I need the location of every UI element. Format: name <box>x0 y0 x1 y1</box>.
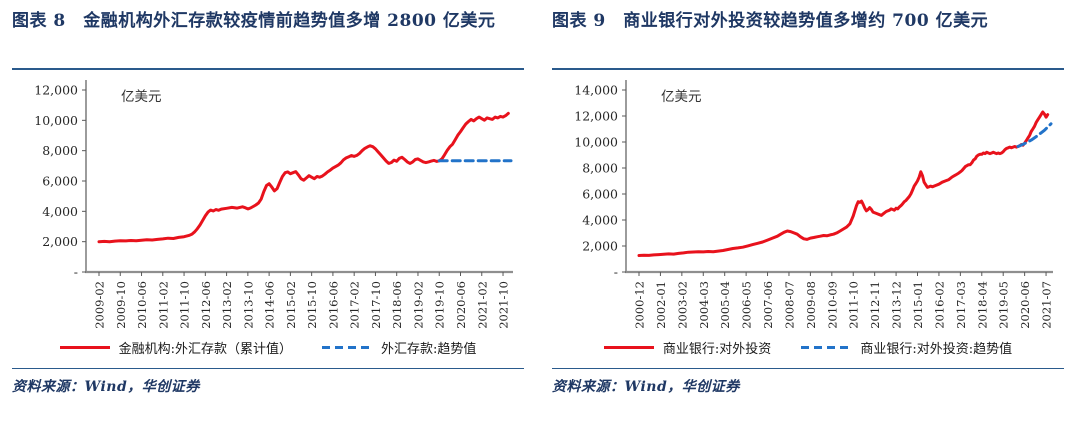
y-tick-label: 6,000 <box>42 174 78 189</box>
x-tick-label: 2008-07 <box>782 281 796 329</box>
dashed-line-swatch <box>801 345 852 349</box>
x-tick-label: 2021-07 <box>1040 281 1054 329</box>
x-tick-label: 2015-01 <box>911 281 925 329</box>
x-tick-label: 2016-02 <box>932 281 946 329</box>
x-tick-label: 2006-05 <box>740 281 754 329</box>
axis-unit-label: 亿美元 <box>661 89 702 105</box>
x-tick-label: 2010-09 <box>825 281 839 329</box>
x-tick-label: 2016-06 <box>326 281 340 329</box>
y-tick-label: 6,000 <box>582 187 618 202</box>
chart-panel-left: 图表 8 金融机构外汇存款较疫情前趋势值多增 2800 亿美元 12,000 10… <box>12 11 524 395</box>
chart-title: 图表 8 金融机构外汇存款较疫情前趋势值多增 2800 亿美元 <box>12 11 496 31</box>
x-tick-label: 2004-03 <box>697 281 711 329</box>
x-tick-label: 2009-10 <box>114 281 128 329</box>
x-tick-label: 2013-02 <box>220 281 234 329</box>
x-tick-label: 2019-02 <box>411 281 425 329</box>
series-0 <box>637 110 1050 257</box>
y-tick-label: - <box>74 265 78 280</box>
source-divider <box>12 368 524 369</box>
legend-label: 外汇存款:趋势值 <box>381 341 477 357</box>
y-tick-label: 8,000 <box>582 161 618 176</box>
chart-legend: 金融机构:外汇存款（累计值） 外汇存款:趋势值 <box>12 338 524 357</box>
title-divider <box>12 68 524 70</box>
solid-line-swatch <box>59 345 110 349</box>
legend-item: 商业银行:对外投资 <box>603 338 772 357</box>
line-chart-canvas: 12,000 10,000 8,000 6,000 4,000 2,000 - 2009-02… <box>34 80 513 329</box>
y-tick-label: 14,000 <box>574 83 618 98</box>
y-tick-label: 10,000 <box>34 113 78 128</box>
series-1 <box>1016 122 1053 148</box>
x-tick-label: 2014-06 <box>263 281 277 329</box>
x-tick-label: 2017-02 <box>348 281 362 329</box>
x-tick-label: 2012-06 <box>199 281 213 329</box>
y-tick-label: 12,000 <box>574 109 618 124</box>
x-tick-label: 2019-05 <box>997 281 1011 329</box>
chart-panel-right: 图表 9 商业银行对外投资较趋势值多增约 700 亿美元 14,000 12,00… <box>540 0 1080 434</box>
x-tick-label: 2009-02 <box>93 281 107 329</box>
x-tick-label: 2015-02 <box>284 281 298 329</box>
x-tick-label: 2011-10 <box>178 281 192 329</box>
x-tick-label: 2000-12 <box>633 281 647 329</box>
legend-label: 商业银行:对外投资:趋势值 <box>860 341 1013 357</box>
y-tick-label: - <box>614 265 618 280</box>
x-tick-label: 2002-01 <box>654 281 668 329</box>
y-tick-label: 8,000 <box>42 143 78 158</box>
chart-legend: 商业银行:对外投资 商业银行:对外投资:趋势值 <box>552 338 1064 357</box>
source-divider <box>552 368 1064 369</box>
x-tick-label: 2007-06 <box>761 281 775 329</box>
series-0 <box>97 111 510 244</box>
x-tick-label: 2020-06 <box>1018 281 1032 329</box>
y-tick-label: 12,000 <box>34 83 78 98</box>
dashed-line-swatch <box>322 345 372 349</box>
solid-line-swatch <box>603 345 654 349</box>
source-note: 资料来源：Wind，华创证券 <box>552 379 740 395</box>
x-tick-label: 2003-02 <box>675 281 689 329</box>
legend-item: 商业银行:对外投资:趋势值 <box>801 338 1012 357</box>
title-divider <box>552 68 1064 70</box>
y-tick-label: 2,000 <box>582 239 618 254</box>
x-tick-label: 2017-03 <box>954 281 968 329</box>
x-tick-label: 2013-12 <box>890 281 904 329</box>
y-tick-label: 2,000 <box>42 234 78 249</box>
legend-label: 金融机构:外汇存款（累计值） <box>118 341 292 357</box>
source-note: 资料来源：Wind，华创证券 <box>12 379 200 395</box>
x-tick-label: 2020-06 <box>454 281 468 329</box>
y-tick-label: 4,000 <box>582 213 618 228</box>
x-tick-label: 2017-10 <box>369 281 383 329</box>
axis-unit-label: 亿美元 <box>121 89 162 105</box>
x-tick-label: 2012-11 <box>868 281 882 329</box>
legend-label: 商业银行:对外投资 <box>662 341 772 357</box>
x-tick-label: 2018-04 <box>975 281 989 329</box>
x-tick-label: 2013-10 <box>241 281 255 329</box>
x-tick-label: 2010-06 <box>135 281 149 329</box>
x-tick-label: 2021-10 <box>497 281 511 329</box>
x-tick-label: 2018-06 <box>390 281 404 329</box>
x-tick-label: 2011-10 <box>847 281 861 329</box>
legend-item: 金融机构:外汇存款（累计值） <box>59 338 292 357</box>
y-tick-label: 4,000 <box>42 204 78 219</box>
line-chart-canvas: 14,00012,00010,0008,0006,0004,0002,000-2… <box>574 80 1054 329</box>
x-tick-label: 2011-02 <box>156 281 170 329</box>
y-tick-label: 10,000 <box>574 135 618 150</box>
x-tick-label: 2019-10 <box>433 281 447 329</box>
x-tick-label: 2021-02 <box>475 281 489 329</box>
x-tick-label: 2015-10 <box>305 281 319 329</box>
chart-title: 图表 9 商业银行对外投资较趋势值多增约 700 亿美元 <box>552 11 989 31</box>
x-tick-label: 2005-04 <box>718 281 732 329</box>
x-tick-label: 2009-08 <box>804 281 818 329</box>
legend-item: 外汇存款:趋势值 <box>322 338 476 357</box>
